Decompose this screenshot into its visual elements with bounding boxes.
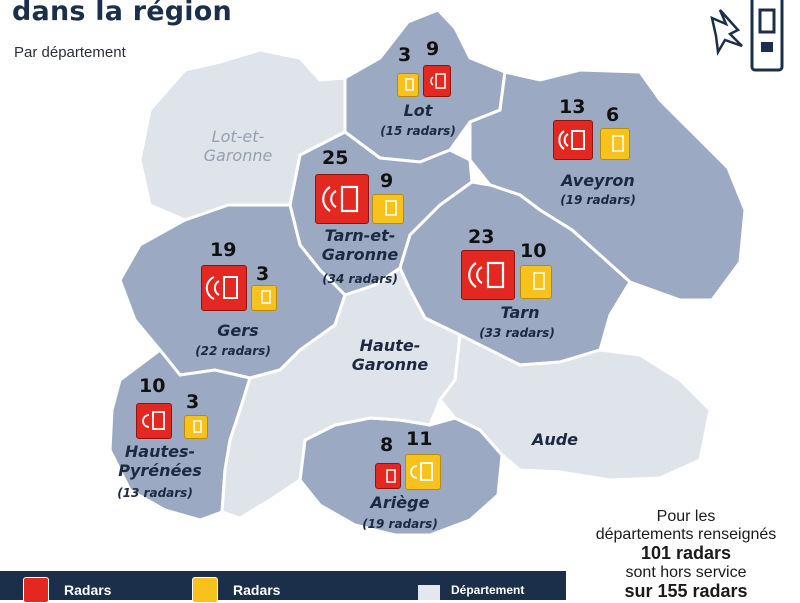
legend-dept-label: Département xyxy=(451,583,525,597)
page-subtitle: Par département xyxy=(14,44,126,61)
page-title: dans la région xyxy=(12,0,232,27)
gers-name: Gers xyxy=(217,321,259,340)
tetg-red-radar-icon xyxy=(315,174,369,224)
ariege-count: (19 radars) xyxy=(362,517,438,531)
summary-text: Pour les départements renseignés 101 rad… xyxy=(595,508,777,601)
tarn-red-number: 23 xyxy=(468,226,495,248)
hp-name: Hautes- Pyrénées xyxy=(118,442,202,480)
dept-shape-aude xyxy=(438,332,712,482)
ariege-yellow-number: 11 xyxy=(406,428,433,450)
legend-yellow-swatch-icon xyxy=(192,577,218,603)
aude-name: Aude xyxy=(531,430,579,449)
aveyron-yellow-number: 6 xyxy=(606,104,620,126)
radar-pictogram-icon xyxy=(710,0,784,72)
aveyron-red-radar-icon xyxy=(553,120,593,160)
hp-count: (13 radars) xyxy=(117,486,193,500)
hp-red-radar-icon xyxy=(136,403,172,439)
dept-shape-lot-et-garonne xyxy=(138,48,347,222)
ariege-name: Ariège xyxy=(370,493,430,512)
legend-bar xyxy=(0,571,566,600)
gers-count: (22 radars) xyxy=(195,344,271,358)
tarn-count: (33 radars) xyxy=(479,326,555,340)
ariege-yellow-radar-icon xyxy=(405,454,441,490)
legend-red-label: Radars xyxy=(64,582,112,598)
tetg-yellow-number: 9 xyxy=(380,170,394,192)
haute-garonne-name: Haute- Garonne xyxy=(351,336,429,374)
tetg-red-number: 25 xyxy=(322,147,349,169)
gers-yellow-number: 3 xyxy=(256,263,270,285)
ariege-red-radar-icon xyxy=(375,463,401,489)
gers-red-radar-icon xyxy=(201,265,247,311)
legend-dept-swatch-icon xyxy=(418,585,440,600)
lot-yellow-number: 9 xyxy=(426,38,440,60)
tarn-red-radar-icon xyxy=(461,250,515,300)
dept-shape-haute-garonne xyxy=(220,265,462,520)
tetg-name: Tarn-et- Garonne xyxy=(321,226,399,264)
hp-red-number: 10 xyxy=(139,375,166,397)
ariege-red-number: 8 xyxy=(380,434,394,456)
gers-red-number: 19 xyxy=(210,239,237,261)
legend-yellow-label: Radars xyxy=(233,582,281,598)
lot-count: (15 radars) xyxy=(380,124,456,138)
hp-yellow-number: 3 xyxy=(186,391,200,413)
aveyron-red-number: 13 xyxy=(559,96,586,118)
tarn-yellow-number: 10 xyxy=(520,240,547,262)
tetg-yellow-radar-icon xyxy=(372,194,404,224)
lot-name: Lot xyxy=(403,101,433,120)
gers-yellow-radar-icon xyxy=(251,285,277,311)
aveyron-yellow-radar-icon xyxy=(600,128,630,160)
lot-et-garonne-name: Lot-et- Garonne xyxy=(203,127,273,165)
tarn-name: Tarn xyxy=(500,303,540,322)
lot-red-number: 3 xyxy=(398,44,412,66)
hp-yellow-radar-icon xyxy=(184,415,208,439)
aveyron-name: Aveyron xyxy=(561,171,635,190)
aveyron-count: (19 radars) xyxy=(560,193,636,207)
tarn-yellow-radar-icon xyxy=(520,265,552,299)
tetg-count: (34 radars) xyxy=(322,272,398,286)
lot-red-radar-icon xyxy=(423,65,451,97)
lot-yellow-radar-icon xyxy=(397,73,419,97)
legend-red-swatch-icon xyxy=(23,577,49,603)
